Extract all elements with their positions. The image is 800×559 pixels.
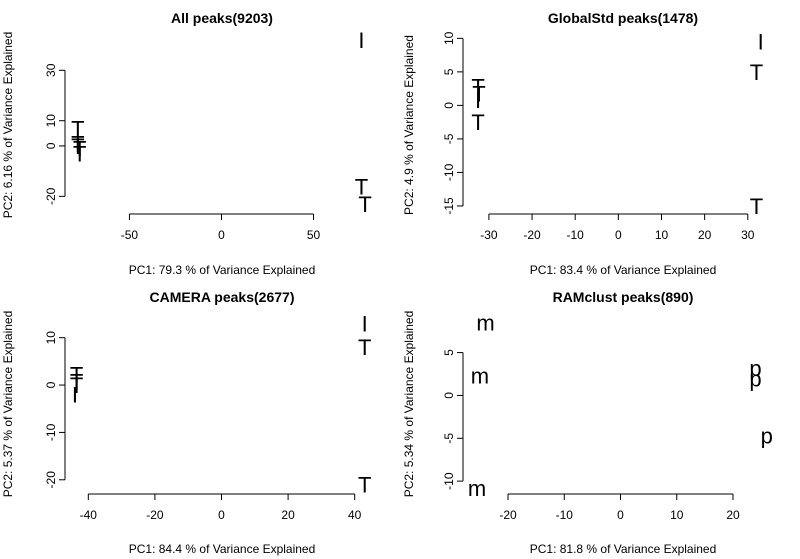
- x-axis-label: PC1: 79.3 % of Variance Explained: [129, 263, 316, 277]
- data-point: I: [362, 311, 368, 336]
- y-tick-label: -5: [442, 133, 456, 144]
- y-tick-label: -10: [442, 163, 456, 181]
- data-point: I: [758, 30, 764, 55]
- x-tick-label: -20: [146, 508, 164, 522]
- chart-title: GlobalStd peaks(1478): [548, 10, 698, 26]
- data-point: p: [749, 366, 761, 391]
- y-tick-label: -10: [442, 472, 456, 490]
- data-point: T: [73, 136, 86, 161]
- x-tick-label: -10: [567, 228, 585, 242]
- x-tick-label: -20: [499, 508, 517, 522]
- x-axis-label: PC1: 83.4 % of Variance Explained: [530, 263, 717, 277]
- data-point: T: [358, 473, 371, 498]
- data-point: m: [476, 311, 494, 336]
- x-tick-label: -40: [80, 508, 98, 522]
- data-point: m: [471, 364, 489, 389]
- data-point: T: [471, 75, 484, 100]
- y-tick-label: 0: [442, 102, 456, 109]
- chart-title: CAMERA peaks(2677): [150, 289, 295, 305]
- data-point: T: [71, 134, 84, 159]
- chart-title: RAMclust peaks(890): [553, 289, 694, 305]
- x-tick-label: 0: [218, 508, 225, 522]
- data-point: T: [750, 194, 763, 219]
- y-tick-label: -10: [44, 423, 58, 441]
- data-point: T: [358, 335, 371, 360]
- x-tick-label: 20: [698, 228, 712, 242]
- y-tick-label: 10: [44, 331, 58, 345]
- data-point: T: [358, 192, 371, 217]
- panel-1: All peaks(9203) -50 0 50 -20 0 10 30 PC1: 79.3 %…: [1, 10, 372, 277]
- data-point: T: [71, 116, 84, 141]
- y-tick-label: 5: [442, 68, 456, 75]
- y-tick-label: -20: [44, 471, 58, 489]
- x-tick-label: -10: [556, 508, 574, 522]
- panel-3: CAMERA peaks(2677) -40 -20 0 20 40 -20 -10 0 10 PC…: [1, 289, 371, 556]
- x-tick-label: 50: [307, 228, 321, 242]
- x-axis-label: PC1: 84.4 % of Variance Explained: [129, 542, 316, 556]
- x-tick-label: -30: [480, 228, 498, 242]
- y-tick-label: -5: [442, 433, 456, 444]
- y-tick-label: 10: [442, 31, 456, 45]
- x-tick-label: 10: [670, 508, 684, 522]
- y-axis-label: PC2: 5.37 % of Variance Explained: [1, 311, 15, 498]
- y-axis-label: PC2: 6.16 % of Variance Explained: [1, 32, 15, 219]
- data-point: I: [358, 28, 364, 53]
- y-tick-label: -15: [442, 197, 456, 215]
- x-tick-label: 40: [348, 508, 362, 522]
- y-tick-label: -20: [44, 187, 58, 205]
- data-point: T: [471, 110, 484, 135]
- data-point: T: [355, 174, 368, 199]
- chart-title: All peaks(9203): [171, 10, 273, 26]
- x-tick-label: 20: [281, 508, 295, 522]
- y-tick-label: 30: [44, 63, 58, 77]
- x-tick-label: 0: [615, 228, 622, 242]
- data-point: T: [73, 141, 86, 166]
- x-tick-label: 0: [617, 508, 624, 522]
- x-tick-label: 20: [726, 508, 740, 522]
- data-point: T: [472, 81, 485, 106]
- data-point: p: [761, 424, 773, 449]
- data-point: T: [70, 373, 83, 398]
- y-tick-label: 0: [44, 142, 58, 149]
- data-point: T: [70, 363, 83, 388]
- x-tick-label: 0: [218, 228, 225, 242]
- data-point: T: [71, 131, 84, 156]
- y-tick-label: 10: [44, 114, 58, 128]
- x-axis-label: PC1: 81.8 % of Variance Explained: [530, 542, 717, 556]
- y-tick-label: 0: [44, 381, 58, 388]
- y-tick-label: 0: [442, 392, 456, 399]
- panel-4: RAMclust peaks(890) -20 -10 0 10 20 -10 -5 0 5 PC1…: [402, 289, 773, 556]
- x-tick-label: -20: [523, 228, 541, 242]
- data-point: m: [468, 476, 486, 501]
- panel-2: GlobalStd peaks(1478) -30 -20 -10 0 10 20 30 -15…: [402, 10, 764, 277]
- data-point: p: [749, 356, 761, 381]
- data-point: T: [750, 60, 763, 85]
- y-tick-label: 5: [442, 349, 456, 356]
- data-point: I: [475, 88, 481, 113]
- y-axis-label: PC2: 4.9 % of Variance Explained: [402, 35, 416, 215]
- y-axis-label: PC2: 5.34 % of Variance Explained: [402, 311, 416, 498]
- x-tick-label: 10: [655, 228, 669, 242]
- data-point: I: [72, 383, 78, 408]
- x-tick-label: -50: [121, 228, 139, 242]
- x-tick-label: 30: [741, 228, 755, 242]
- data-point: T: [70, 369, 83, 394]
